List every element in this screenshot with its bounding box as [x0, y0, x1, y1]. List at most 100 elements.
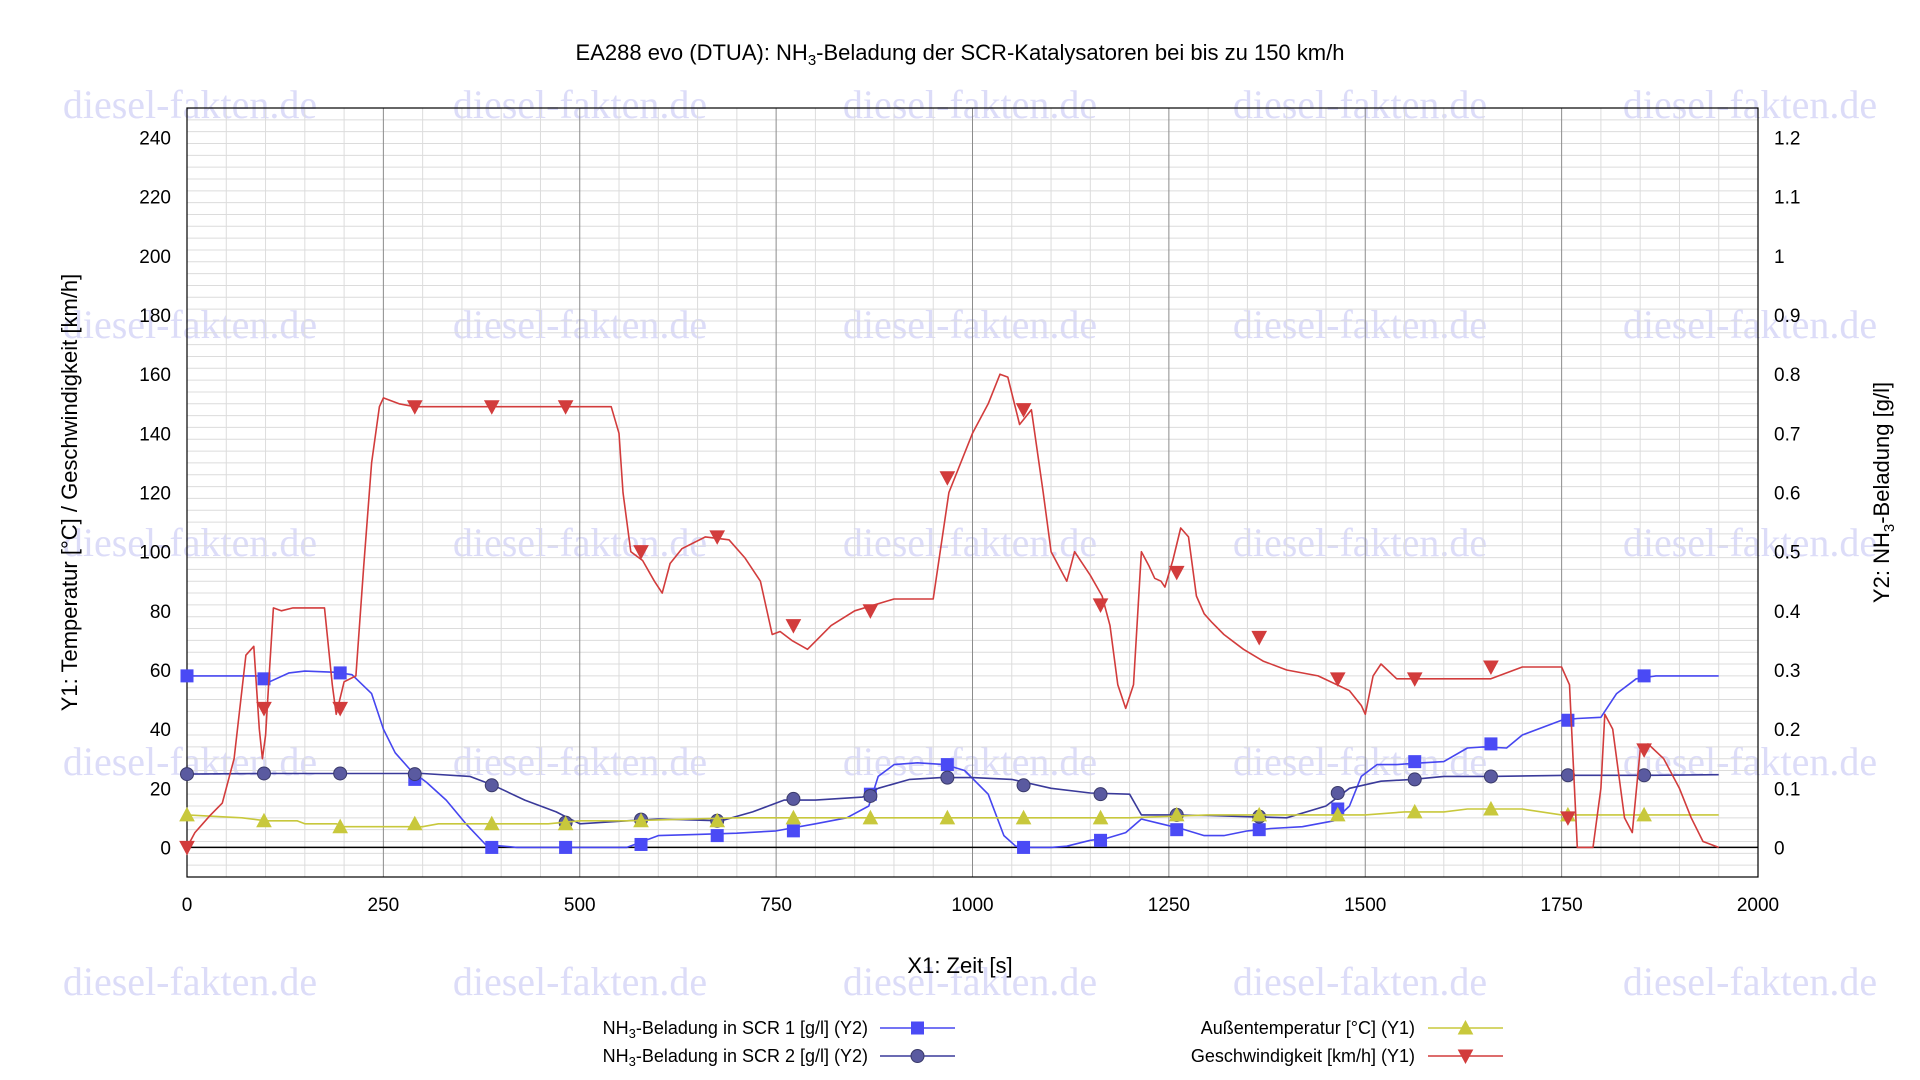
data-point-scr1 — [559, 840, 573, 854]
legend-item-scr2: NH3-Beladung in SCR 2 [g/l] (Y2) — [603, 1046, 955, 1069]
legend-marker-temperature — [1457, 1019, 1474, 1035]
plot-frame — [186, 107, 1759, 878]
watermark-text: diesel-fakten.de — [843, 520, 1097, 565]
data-point-temperature — [1015, 809, 1032, 825]
data-point-temperature — [256, 812, 272, 828]
data-point-speed — [406, 400, 423, 415]
x-tick-label: 1750 — [1540, 895, 1582, 916]
data-point-speed — [1329, 672, 1346, 687]
data-point-scr1 — [1170, 823, 1184, 837]
data-point-speed — [1092, 598, 1109, 613]
watermark-text: diesel-fakten.de — [1623, 520, 1877, 565]
legend-marker-scr2 — [910, 1049, 925, 1063]
data-point-scr1 — [940, 758, 954, 772]
x-tick-label: 1250 — [1148, 895, 1190, 916]
data-point-scr1 — [1017, 840, 1031, 854]
y-tick-label: 100 — [139, 543, 171, 564]
series-layer — [179, 373, 1719, 856]
data-point-scr1 — [786, 824, 800, 838]
data-point-speed — [709, 530, 726, 545]
watermark-text: diesel-fakten.de — [453, 959, 707, 1004]
y2-tick-label: 1 — [1774, 247, 1785, 268]
y2label-part-pre: Y2: NH — [1869, 532, 1894, 603]
x-tick-label: 250 — [368, 895, 400, 916]
x-tick-label: 750 — [760, 895, 792, 916]
data-point-temperature — [1329, 806, 1346, 822]
title-part-pre: EA288 evo (DTUA): NH — [576, 40, 808, 65]
y-tick-label: 240 — [139, 129, 171, 150]
watermark-text: diesel-fakten.de — [1233, 959, 1487, 1004]
y-tick-label: 180 — [139, 306, 171, 327]
data-point-scr2 — [1093, 787, 1108, 802]
data-point-scr2 — [940, 770, 955, 785]
watermark-text: diesel-fakten.de — [63, 959, 317, 1004]
data-point-temperature — [862, 809, 879, 825]
data-point-speed — [862, 604, 879, 619]
y2-tick-label: 1.1 — [1774, 188, 1800, 209]
data-point-scr2 — [407, 767, 422, 782]
legend-swatch-speed — [1428, 1049, 1503, 1065]
y2-axis-label: Y2: NH3-Beladung [g/l] — [1869, 382, 1898, 603]
legend-label-speed: Geschwindigkeit [km/h] (Y1) — [1191, 1046, 1415, 1066]
data-point-temperature — [1251, 806, 1268, 822]
watermark-text: diesel-fakten.de — [1623, 959, 1877, 1004]
watermark-text: diesel-fakten.de — [843, 959, 1097, 1004]
data-point-scr1 — [485, 840, 499, 854]
watermark-text: diesel-fakten.de — [1623, 739, 1877, 784]
data-point-speed — [633, 545, 649, 560]
chart-title: EA288 evo (DTUA): NH3-Beladung der SCR-K… — [576, 40, 1345, 69]
data-point-scr2 — [786, 791, 801, 806]
data-point-scr1 — [1637, 669, 1651, 683]
y-tick-label: 0 — [160, 838, 171, 859]
legend-item-scr1: NH3-Beladung in SCR 1 [g/l] (Y2) — [603, 1018, 955, 1041]
data-point-speed — [1636, 743, 1652, 758]
x-axis-label: X1: Zeit [s] — [907, 953, 1012, 978]
y2-tick-label: 0 — [1774, 838, 1785, 859]
data-point-speed — [179, 840, 195, 856]
data-point-scr1 — [333, 666, 347, 680]
data-point-scr2 — [180, 767, 194, 782]
data-point-scr1 — [1408, 755, 1422, 769]
data-point-temperature — [406, 815, 423, 831]
legend-label-scr1: NH3-Beladung in SCR 1 [g/l] (Y2) — [603, 1018, 868, 1041]
y2label-part-post: -Beladung [g/l] — [1869, 382, 1894, 524]
legend: NH3-Beladung in SCR 1 [g/l] (Y2) NH3-Bel… — [603, 1018, 1503, 1069]
title-part-post: -Beladung der SCR-Katalysatoren bei bis … — [816, 40, 1344, 65]
data-point-temperature — [939, 809, 956, 825]
data-point-temperature — [1406, 803, 1423, 819]
data-point-speed — [483, 400, 500, 415]
data-point-temperature — [557, 815, 574, 831]
y2-tick-label: 1.2 — [1774, 129, 1800, 150]
data-point-speed — [256, 701, 272, 717]
y-tick-label: 120 — [139, 484, 171, 505]
legend-marker-speed — [1457, 1049, 1474, 1065]
watermark-layer: diesel-fakten.de diesel-fakten.de diesel-f… — [63, 82, 1877, 1004]
data-point-speed — [1406, 672, 1423, 687]
data-point-scr1 — [1252, 823, 1266, 837]
y2-tick-label: 0.9 — [1774, 306, 1800, 327]
data-point-scr2 — [1560, 768, 1575, 783]
y2-tick-label: 0.8 — [1774, 365, 1800, 386]
y2-tick-label: 0.6 — [1774, 484, 1800, 505]
y2-tick-label: 0.4 — [1774, 602, 1801, 623]
data-point-scr1 — [710, 829, 724, 843]
legend-swatch-temperature — [1428, 1019, 1503, 1035]
legend-label-scr2: NH3-Beladung in SCR 2 [g/l] (Y2) — [603, 1046, 868, 1069]
x-tick-label: 1500 — [1344, 895, 1386, 916]
y2-tick-labels: 0 0.1 0.2 0.3 0.4 0.5 0.6 0.7 0.8 0.9 1 1.1 1.2 — [1774, 129, 1801, 860]
data-point-scr2 — [1330, 786, 1345, 801]
data-point-speed — [939, 471, 956, 486]
data-point-scr2 — [1483, 769, 1498, 784]
data-point-scr1 — [634, 837, 648, 851]
data-point-speed — [1015, 403, 1032, 418]
data-point-scr2 — [1016, 778, 1031, 793]
data-point-scr1 — [1094, 833, 1108, 847]
y2-tick-label: 0.3 — [1774, 661, 1800, 682]
data-point-scr1 — [1484, 737, 1498, 751]
data-point-speed — [332, 701, 349, 717]
x-tick-label: 2000 — [1737, 895, 1779, 916]
watermark-text: diesel-fakten.de — [1233, 739, 1487, 784]
legend-marker-scr1 — [911, 1021, 924, 1035]
y-tick-labels: 0 20 40 60 80 100 120 140 160 180 200 220 240 — [139, 129, 171, 860]
